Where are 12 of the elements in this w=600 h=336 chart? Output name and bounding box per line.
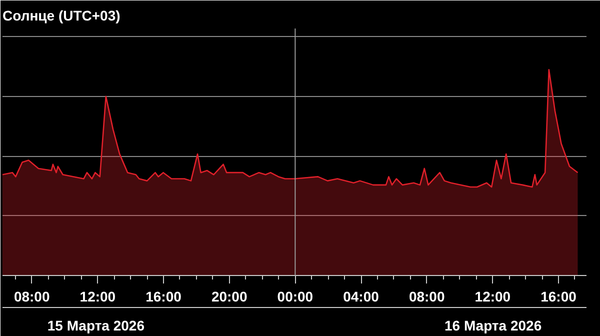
x-tick-label: 12:00: [80, 288, 116, 304]
x-tick-label: 16:00: [146, 288, 182, 304]
x-tick-label: 12:00: [474, 288, 511, 304]
x-tick-label: 16:00: [540, 288, 577, 304]
x-tick-label: 04:00: [343, 288, 380, 304]
text: 15 Марта 2026: [47, 318, 145, 334]
x-tick-label: 08:00: [14, 288, 50, 304]
x-tick-label: 20:00: [211, 288, 248, 304]
text: 16 Марта 2026: [444, 318, 542, 334]
x-tick-label: 00:00: [277, 288, 314, 304]
chart-title: Солнце (UTC+03): [2, 8, 120, 24]
x-tick-label: 08:00: [408, 288, 445, 304]
